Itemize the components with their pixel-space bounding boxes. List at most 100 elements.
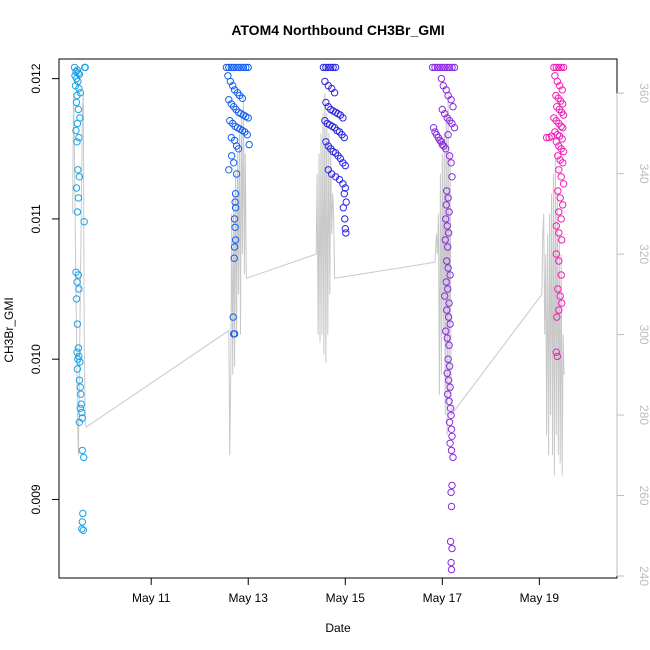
data-point [557, 173, 565, 181]
data-point [73, 348, 81, 356]
data-point [74, 105, 83, 114]
data-point [230, 159, 238, 167]
data-point [76, 89, 85, 97]
data-point [228, 152, 236, 160]
data-point [74, 344, 83, 352]
data-point [447, 502, 456, 511]
data-point [78, 408, 86, 417]
data-point [557, 122, 565, 131]
data-point [244, 63, 252, 72]
data-point [559, 124, 567, 132]
data-point [559, 159, 567, 167]
data-point [446, 439, 454, 447]
data-point [558, 86, 566, 94]
data-point [450, 63, 459, 72]
data-point [234, 63, 243, 72]
data-point [446, 383, 454, 391]
data-point [73, 278, 81, 286]
data-point [558, 135, 566, 143]
data-point [231, 236, 240, 244]
data-point [448, 432, 456, 440]
y2-tick-label: 340 [637, 164, 650, 184]
data-point [436, 63, 444, 72]
data-point [542, 133, 551, 142]
data-point [76, 383, 85, 391]
data-point [231, 190, 240, 198]
data-point [324, 63, 332, 72]
data-point [73, 138, 81, 146]
data-point [553, 352, 561, 361]
data-point [441, 110, 449, 118]
data-point [447, 425, 456, 433]
data-point [444, 194, 452, 202]
data-point [442, 145, 450, 153]
data-point [433, 63, 442, 72]
data-point [442, 278, 450, 286]
data-point [229, 82, 237, 90]
series-5 [542, 63, 568, 361]
data-point [225, 63, 233, 72]
data-point [78, 525, 86, 533]
data-point [244, 114, 252, 122]
x-tick-label: May 19 [520, 591, 560, 605]
data-point [442, 201, 450, 209]
data-point [556, 292, 564, 300]
data-point [552, 138, 560, 146]
data-point [559, 147, 568, 156]
data-point [72, 295, 81, 303]
data-point [74, 77, 82, 86]
y2-tick-label: 240 [637, 566, 650, 586]
data-point [73, 119, 82, 128]
data-point [230, 330, 239, 338]
data-point [450, 124, 459, 132]
data-point [77, 400, 86, 408]
data-point [74, 166, 82, 174]
data-point [555, 166, 563, 174]
data-point [245, 140, 253, 149]
data-point [559, 180, 568, 188]
data-point [442, 215, 450, 223]
data-point [446, 271, 454, 279]
data-point [445, 299, 453, 307]
data-point [327, 63, 335, 72]
y2-tick-label: 300 [637, 325, 650, 345]
data-point [231, 204, 240, 212]
data-point [447, 558, 455, 567]
data-point [341, 184, 349, 192]
data-point [321, 77, 329, 86]
data-point [340, 190, 348, 198]
data-point [342, 229, 350, 237]
data-point [77, 390, 85, 398]
y2-tick-label: 280 [637, 405, 650, 425]
data-point [448, 544, 456, 553]
data-point [443, 369, 451, 377]
data-point [447, 488, 455, 497]
data-point [78, 446, 87, 455]
data-point [555, 63, 563, 72]
y-tick-label: 0.009 [29, 484, 43, 514]
series-1 [70, 63, 89, 534]
data-point [75, 418, 84, 426]
y2-tick-label: 360 [637, 83, 650, 103]
data-point [556, 82, 564, 90]
data-point [557, 271, 565, 279]
data-point [441, 236, 449, 244]
data-point [443, 63, 451, 72]
data-point [234, 145, 243, 153]
data-point [428, 63, 437, 72]
data-point [555, 208, 563, 216]
data-point [444, 285, 452, 293]
data-point [555, 306, 563, 314]
data-point [75, 376, 84, 384]
data-point [341, 215, 349, 223]
data-point [554, 187, 562, 195]
altitude-line-layer [72, 93, 565, 476]
y-axis-label: CH3Br_GMI [2, 297, 16, 362]
data-point [441, 63, 449, 72]
data-point [445, 208, 453, 216]
data-point [448, 119, 456, 128]
data-point [74, 194, 83, 202]
data-point [336, 154, 345, 163]
data-point [547, 132, 556, 140]
